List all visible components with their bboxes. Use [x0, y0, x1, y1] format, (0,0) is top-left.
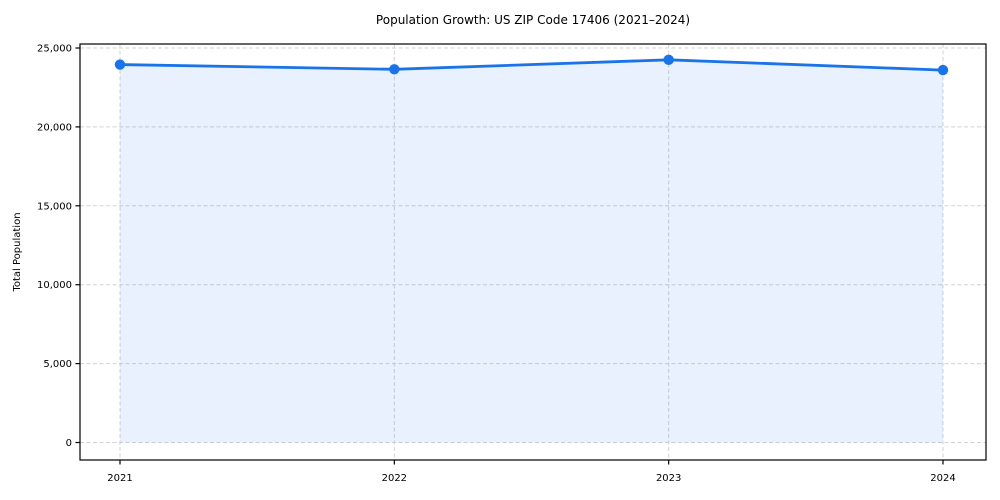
y-tick-label: 25,000	[37, 44, 72, 55]
data-point-2023	[663, 54, 674, 66]
data-point-2021	[114, 59, 126, 70]
y-tick-label: 5,000	[43, 359, 72, 370]
x-tick-label: 2023	[656, 473, 681, 484]
y-tick-label: 0	[66, 438, 72, 449]
x-tick-label: 2022	[382, 473, 407, 484]
x-tick-label: 2021	[107, 473, 132, 484]
y-tick-label: 15,000	[37, 201, 72, 212]
y-tick-label: 10,000	[37, 280, 72, 291]
chart-title: Population Growth: US ZIP Code 17406 (20…	[375, 13, 691, 27]
y-tick-label: 20,000	[37, 122, 72, 133]
population-line	[118, 58, 945, 72]
area-fill	[120, 59, 943, 443]
plot-border	[79, 43, 987, 461]
y-axis-label: Total Population	[12, 212, 23, 292]
x-tick-label: 2024	[930, 473, 955, 484]
data-point-2024	[937, 64, 949, 76]
data-point-2022	[389, 64, 400, 75]
